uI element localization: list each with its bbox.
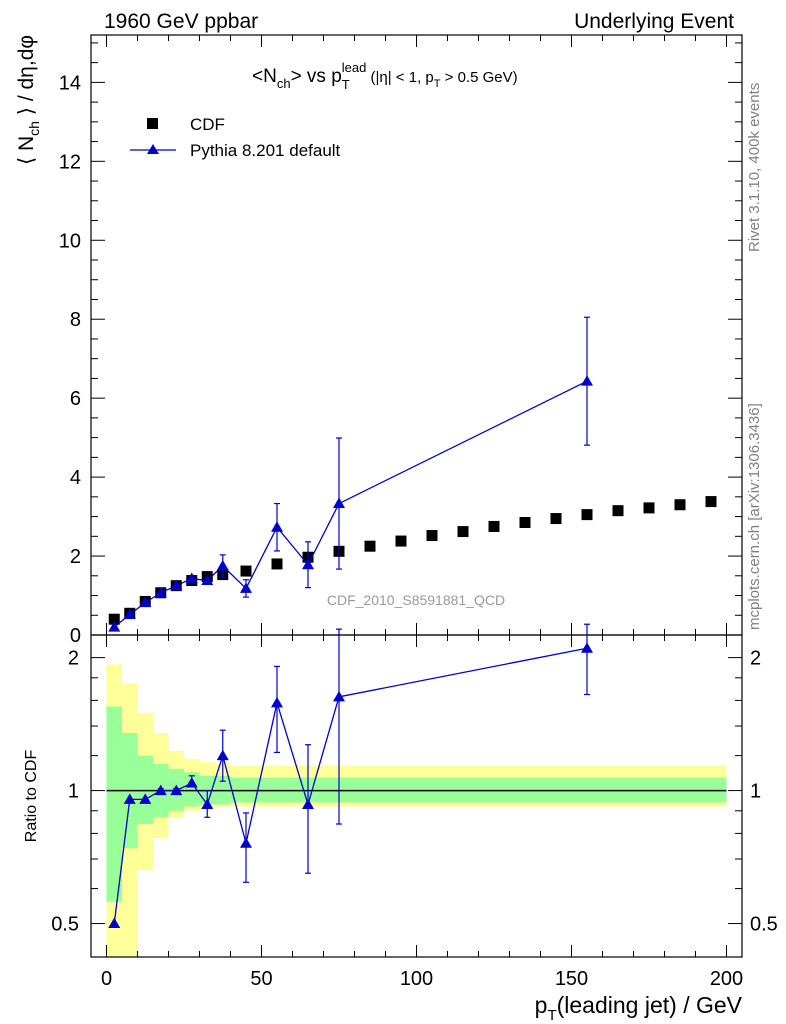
ratio-data-point — [139, 793, 152, 804]
legend-pythia-label: Pythia 8.201 default — [190, 141, 341, 160]
x-tick-label: 100 — [400, 968, 433, 990]
pythia-data-point — [185, 572, 198, 584]
ratio-data-point — [240, 837, 252, 848]
pythia-data-point — [154, 586, 167, 598]
pythia-data-point — [240, 582, 252, 593]
analysis-watermark: CDF_2010_S8591881_QCD — [327, 592, 505, 608]
mc-uncertainty-band-green — [184, 772, 200, 807]
pythia-data-point — [123, 608, 136, 619]
cdf-data-point — [550, 513, 562, 525]
ratio-data-point — [154, 784, 167, 796]
mc-uncertainty-band-green — [106, 706, 122, 902]
legend-pythia-marker — [147, 144, 159, 154]
ratio-data-point — [108, 917, 121, 929]
pythia-data-point — [271, 521, 283, 532]
x-axis-label: pT(leading jet) / GeV — [535, 992, 743, 1024]
cdf-data-point — [643, 502, 655, 514]
legend-cdf-marker — [147, 118, 158, 129]
x-tick-label: 50 — [250, 968, 272, 990]
pythia-data-point — [139, 596, 152, 608]
header-right-label: Underlying Event — [574, 10, 734, 33]
ratio-data-point — [201, 798, 214, 809]
cdf-data-point — [612, 505, 624, 517]
cdf-data-point — [457, 526, 469, 538]
y-tick-label: 2 — [70, 546, 81, 568]
pythia-data-point — [170, 579, 183, 591]
ratio-data-point — [333, 690, 345, 702]
pythia-data-point — [108, 621, 121, 632]
header-left-label: 1960 GeV ppbar — [104, 10, 259, 33]
ratio-data-point — [581, 642, 593, 653]
ratio-data-point — [185, 777, 198, 788]
cdf-data-point — [519, 517, 531, 528]
y-tick-label: 0 — [70, 625, 81, 647]
ratio-data-point — [271, 696, 283, 708]
y-tick-label: 4 — [70, 467, 81, 489]
ratio-y-tick-label-right: 1 — [750, 781, 761, 803]
y-tick-label: 10 — [59, 230, 81, 252]
pythia-data-point — [216, 559, 229, 571]
ratio-data-point — [216, 749, 229, 761]
cdf-data-point — [426, 530, 438, 542]
x-tick-label: 150 — [555, 968, 588, 990]
ratio-y-tick-label: 1 — [68, 781, 79, 803]
ratio-data-point — [123, 793, 136, 804]
y-tick-label: 8 — [70, 309, 81, 331]
x-tick-label: 0 — [101, 968, 112, 990]
cdf-data-point — [240, 565, 252, 577]
ratio-y-tick-label: 2 — [68, 648, 79, 670]
y-tick-label: 6 — [70, 388, 81, 410]
ratio-y-tick-label-right: 0.5 — [750, 914, 778, 936]
pythia-data-point — [302, 558, 314, 570]
ratio-y-tick-label: 0.5 — [51, 914, 79, 936]
cdf-data-point — [705, 496, 717, 508]
cdf-data-point — [364, 540, 376, 552]
ratio-y-axis-label: Ratio to CDF — [23, 750, 40, 843]
ratio-data-point — [170, 784, 183, 796]
pythia-data-point — [581, 375, 593, 386]
legend-cdf-label: CDF — [190, 115, 225, 134]
main-y-axis-label: ⟨ Nch ⟩ / dη,dφ — [15, 35, 42, 165]
cdf-data-point — [581, 509, 593, 521]
cdf-data-point — [488, 520, 500, 532]
main-panel-frame — [90, 34, 743, 636]
pythia-line — [113, 380, 588, 628]
mc-uncertainty-band-green — [137, 755, 153, 825]
ratio-y-tick-label-right: 2 — [750, 648, 761, 670]
cdf-data-point — [674, 499, 686, 511]
pythia-data-point — [201, 574, 214, 586]
plot-title: <Nch> vs pTlead (|η| < 1, pT > 0.5 GeV) — [252, 60, 518, 92]
cdf-data-point — [271, 558, 283, 570]
y-tick-label: 12 — [59, 151, 81, 173]
y-tick-label: 14 — [59, 72, 81, 94]
ratio-data-point — [302, 798, 314, 809]
x-tick-label: 200 — [710, 968, 743, 990]
pythia-data-point — [333, 497, 345, 509]
cdf-data-point — [108, 613, 120, 625]
cdf-data-point — [395, 535, 407, 547]
